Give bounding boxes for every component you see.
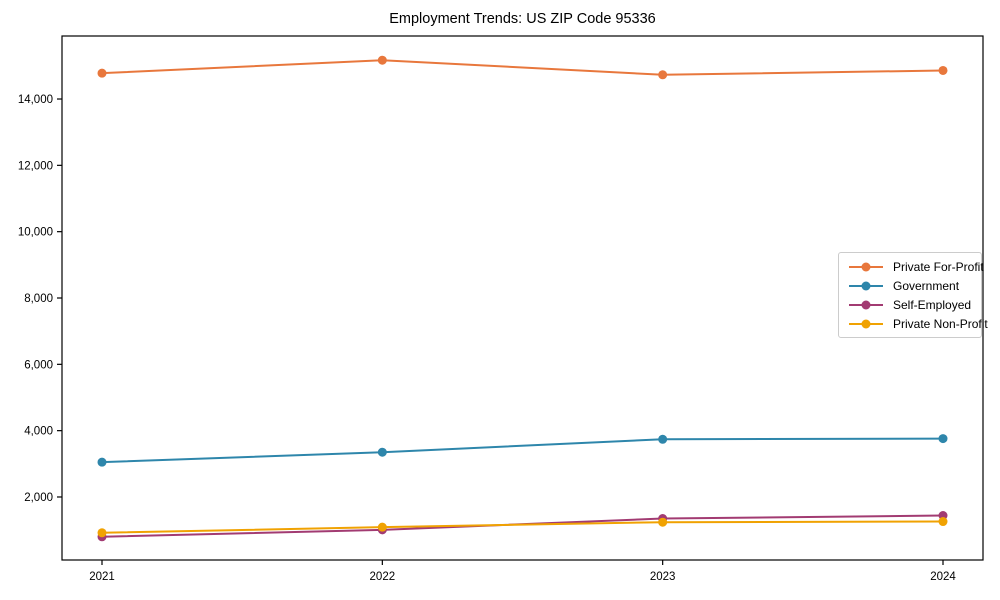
legend-swatch-icon	[849, 281, 883, 290]
legend-item: Government	[839, 279, 981, 293]
legend-item: Private For-Profit	[839, 259, 984, 274]
data-point-private-non-profit	[377, 522, 387, 532]
legend-item: Private Non-Profit	[839, 317, 988, 331]
data-point-private-non-profit	[938, 517, 948, 527]
series-line-government	[101, 437, 944, 464]
legend-swatch-icon	[849, 319, 883, 328]
data-point-government	[97, 457, 107, 467]
legend-swatch-icon	[849, 300, 883, 309]
data-point-government	[938, 434, 948, 444]
legend: Private For-Profit Government Self-Employe…	[838, 252, 988, 338]
y-axis-tick-label: 4,000	[24, 426, 53, 438]
data-point-private-non-profit	[658, 517, 668, 527]
legend-label: Private For-Profit	[893, 259, 984, 274]
x-axis-tick-label: 2023	[650, 571, 676, 583]
data-point-government	[658, 434, 668, 444]
y-axis-tick-label: 10,000	[18, 227, 53, 239]
x-axis-tick-label: 2021	[89, 571, 115, 583]
data-point-government	[377, 447, 387, 457]
series-line-private-non-profit	[101, 520, 944, 534]
series-line-self-employed	[101, 514, 944, 538]
y-axis-tick-label: 2,000	[24, 492, 53, 504]
legend-swatch-icon	[849, 262, 883, 271]
data-point-private-non-profit	[97, 528, 107, 538]
data-point-private-for-profit	[938, 65, 948, 75]
data-point-private-for-profit	[97, 68, 107, 78]
y-axis-tick-label: 14,000	[18, 94, 53, 106]
series-line-private-for-profit	[101, 59, 944, 76]
y-axis-tick-label: 12,000	[18, 160, 53, 172]
x-axis-tick-label: 2024	[930, 571, 956, 583]
data-point-private-for-profit	[377, 55, 387, 65]
data-point-private-for-profit	[658, 70, 668, 80]
legend-label: Self-Employed	[893, 297, 972, 312]
y-axis-tick-label: 6,000	[24, 359, 53, 371]
chart-title: Employment Trends: US ZIP Code 95336	[389, 11, 656, 27]
x-axis-tick-label: 2022	[370, 571, 396, 583]
y-axis-tick-label: 8,000	[24, 293, 53, 305]
legend-item: Self-Employed	[839, 298, 981, 312]
legend-label: Government	[893, 278, 960, 293]
legend-label: Private Non-Profit	[893, 316, 988, 331]
